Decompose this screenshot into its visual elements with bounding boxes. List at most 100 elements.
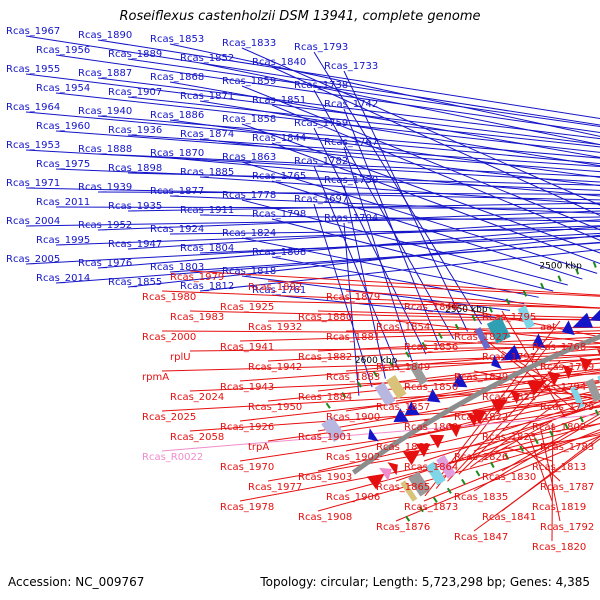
gene-label: Rcas_1883 — [326, 372, 380, 383]
gene-label: Rcas_1865 — [376, 482, 430, 493]
callout-line — [343, 70, 469, 332]
green-tick — [475, 470, 481, 477]
gene-label: Rcas_1882 — [298, 352, 352, 363]
callout-line — [473, 438, 600, 532]
gene-label: Rcas_1782 — [294, 156, 348, 167]
green-tick — [389, 361, 394, 368]
gene-label: Rcas_1823 — [482, 432, 536, 443]
gene-label: Rcas_1967 — [6, 26, 60, 37]
callout-line — [271, 180, 583, 280]
callout-line — [25, 111, 600, 165]
gene-label: Rcas_1738 — [294, 80, 348, 91]
callout-line — [25, 73, 600, 146]
gene-label: Rcas_1863 — [222, 152, 276, 163]
green-tick — [579, 416, 584, 423]
gene-label: Rcas_1890 — [78, 30, 132, 41]
forward-gene-arrow — [427, 388, 441, 403]
gene-label: Rcas_1830 — [482, 472, 536, 483]
forward-gene-arrow — [368, 428, 379, 442]
callout-line — [313, 165, 400, 371]
gene-label: Rcas_1821 — [482, 392, 536, 403]
gene-label: Rcas_1835 — [454, 492, 508, 503]
gene-label: Rcas_1942 — [248, 362, 302, 373]
green-tick — [438, 332, 443, 339]
gene-label: Rcas_1742 — [324, 99, 378, 110]
gene-label: Rcas_1956 — [36, 45, 90, 56]
callout-line — [25, 149, 600, 183]
callout-line — [271, 218, 554, 292]
inner-category-block — [569, 385, 585, 409]
gene-label: Rcas_1924 — [150, 224, 204, 235]
callout-line — [423, 404, 600, 462]
reverse-gene-arrow — [527, 380, 548, 396]
green-tick — [357, 381, 363, 388]
green-tick — [549, 430, 554, 437]
gene-label: Rcas_1975 — [36, 159, 90, 170]
reverse-gene-arrow — [471, 410, 487, 425]
callout-line — [267, 318, 600, 322]
forward-gene-arrow — [572, 312, 594, 328]
callout-line — [127, 172, 600, 186]
gene-label: Rcas_1759 — [294, 118, 348, 129]
accession-text: Accession: NC_009767 — [8, 575, 145, 589]
callout-line — [97, 39, 600, 120]
reverse-gene-arrow — [509, 389, 520, 404]
callout-line — [313, 51, 483, 325]
forward-gene-arrow — [404, 401, 420, 415]
callout-line — [127, 202, 600, 212]
callout-line — [313, 203, 373, 388]
forward-gene-arrow — [491, 354, 502, 370]
gene-label: Rcas_1886 — [150, 110, 204, 121]
callout-line — [345, 326, 600, 332]
callout-line — [271, 256, 525, 305]
callout-line — [25, 216, 600, 227]
genome-title: Roseiflexus castenholzii DSM 13941, comp… — [119, 9, 481, 24]
forward-strand-genes — [368, 309, 600, 442]
outer-category-block — [386, 374, 407, 400]
callout-line — [169, 228, 600, 235]
outer-category-ring — [321, 305, 535, 443]
gene-label: Rcas_1943 — [220, 382, 274, 393]
inner-category-block — [436, 454, 456, 479]
gene-label: Rcas_1879 — [326, 292, 380, 303]
callout-line — [343, 184, 386, 379]
gene-label: Rcas_1960 — [36, 121, 90, 132]
callout-line — [345, 290, 600, 309]
green-tick — [418, 506, 424, 513]
gene-label: Rcas_1857 — [376, 402, 430, 413]
gene-label: Rcas_1979 — [170, 272, 224, 283]
green-tick — [534, 437, 539, 445]
callout-line — [395, 369, 600, 402]
callout-line — [423, 381, 600, 422]
callout-line — [501, 413, 600, 472]
genome-summary-text: Topology: circular; Length: 5,723,298 bp… — [260, 575, 590, 589]
callout-line — [169, 195, 600, 214]
gene-label: Rcas_1844 — [252, 133, 306, 144]
green-tick — [432, 496, 438, 503]
gene-label: Rcas_1925 — [220, 302, 274, 313]
callout-line — [189, 310, 600, 321]
gene-label: Rcas_1813 — [532, 462, 586, 473]
gene-label: Rcas_1856 — [404, 342, 458, 353]
forward-gene-arrow — [561, 320, 575, 336]
gene-label: Rcas_R0022 — [142, 452, 203, 463]
callout-line — [423, 429, 600, 502]
callout-line — [313, 89, 455, 340]
callout-line — [395, 353, 600, 362]
outer-category-block — [374, 382, 396, 407]
callout-line — [161, 290, 600, 309]
callout-line — [271, 142, 600, 265]
gene-label: Rcas_1704 — [324, 213, 378, 224]
reverse-gene-arrow — [448, 423, 462, 438]
green-tick — [594, 409, 600, 416]
inner-category-block — [585, 378, 600, 402]
gene-label: Rcas_1808 — [252, 247, 306, 258]
gene-label: Rcas_1854 — [376, 322, 430, 333]
gene-label: Rcas_1798 — [252, 209, 306, 220]
gene-label: Rcas_2011 — [36, 197, 90, 208]
callout-line — [55, 225, 600, 246]
gene-label: Rcas_1935 — [108, 201, 162, 212]
gene-label: Rcas_1853 — [150, 34, 204, 45]
gene-label: Rcas_1864 — [404, 462, 458, 473]
